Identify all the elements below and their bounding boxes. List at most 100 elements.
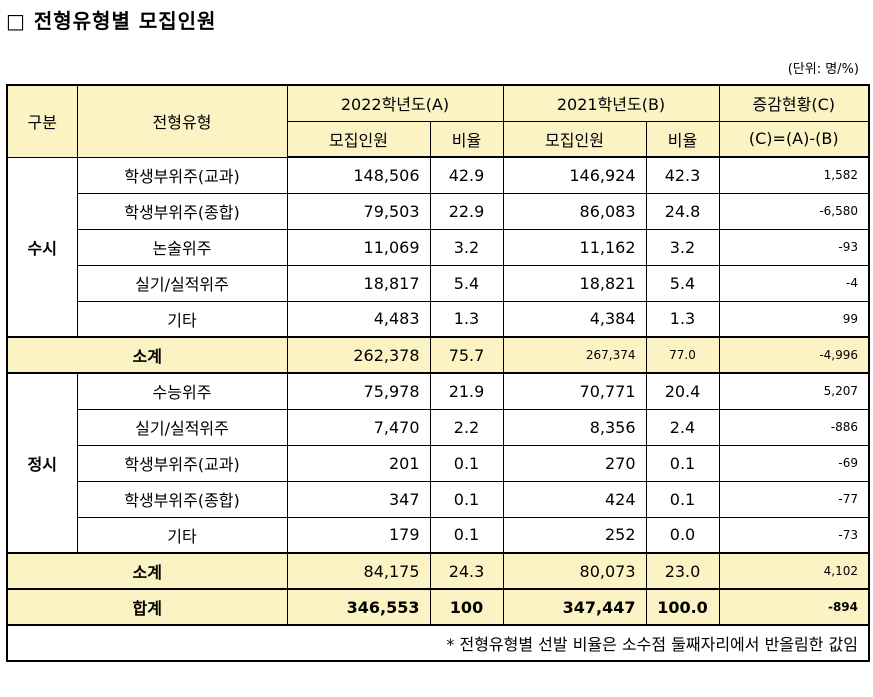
ratio-2022: 1.3 [429,300,504,338]
count-2021: 11,162 [502,228,647,266]
header-category: 구분 [6,84,78,158]
count-2021: 146,924 [502,156,647,194]
table-row: 학생부위주(교과) 201 0.1 270 0.1 -69 [7,444,870,482]
table-row: 논술위주 11,069 3.2 11,162 3.2 -93 [7,228,870,266]
table-row: 실기/실적위주 7,470 2.2 8,356 2.4 -886 [7,408,870,446]
type-cell: 학생부위주(종합) [76,192,288,230]
subtotal-ratio-2021: 23.0 [645,552,720,590]
category-susi: 수시 [6,156,78,338]
type-cell: 수능위주 [76,372,288,410]
type-cell: 학생부위주(종합) [76,480,288,518]
total-row: 합계 346,553 100 347,447 100.0 -894 [6,588,870,626]
type-cell: 학생부위주(교과) [76,444,288,482]
change-cell: -93 [718,228,870,266]
header-2021: 2021학년도(B) [502,84,720,122]
count-2022: 4,483 [286,300,431,338]
count-2021: 8,356 [502,408,647,446]
subtotal-change: -4,996 [718,336,870,374]
header-2022: 2022학년도(A) [286,84,504,122]
ratio-2022: 42.9 [429,156,504,194]
total-ratio-2022: 100 [429,588,504,626]
table-row: 기타 4,483 1.3 4,384 1.3 99 [7,300,870,338]
subtotal-label: 소계 [6,552,288,590]
subtotal-count-2021: 267,374 [502,336,647,374]
change-cell: -886 [718,408,870,446]
subtotal-row-jeongsi: 소계 84,175 24.3 80,073 23.0 4,102 [6,552,870,590]
count-2021: 424 [502,480,647,518]
subtotal-count-2022: 262,378 [286,336,431,374]
ratio-2021: 24.8 [645,192,720,230]
count-2022: 75,978 [286,372,431,410]
table-row: 기타 179 0.1 252 0.0 -73 [7,516,870,554]
ratio-2022: 0.1 [429,516,504,554]
subheader-ratio-2022: 비율 [429,120,504,158]
ratio-2021: 3.2 [645,228,720,266]
subheader-row: 모집인원 비율 모집인원 비율 (C)=(A)-(B) [7,120,870,158]
type-cell: 기타 [76,516,288,554]
change-cell: -69 [718,444,870,482]
count-2021: 70,771 [502,372,647,410]
count-2021: 252 [502,516,647,554]
change-cell: -4 [718,264,870,302]
subtotal-change: 4,102 [718,552,870,590]
header-row: 구분 전형유형 2022학년도(A) 2021학년도(B) 증감현황(C) [6,84,870,158]
ratio-2022: 5.4 [429,264,504,302]
page-title: □ 전형유형별 모집인원 [6,9,217,33]
change-cell: 5,207 [718,372,870,410]
table-row: 학생부위주(종합) 347 0.1 424 0.1 -77 [7,480,870,518]
type-cell: 학생부위주(교과) [76,156,288,194]
header-type: 전형유형 [76,84,288,158]
count-2022: 18,817 [286,264,431,302]
change-cell: 1,582 [718,156,870,194]
subtotal-ratio-2022: 75.7 [429,336,504,374]
header-change-formula: (C)=(A)-(B) [718,120,870,158]
count-2021: 86,083 [502,192,647,230]
total-label: 합계 [6,588,288,626]
ratio-2021: 0.1 [645,480,720,518]
header-change: 증감현황(C) [718,84,870,122]
count-2021: 270 [502,444,647,482]
table-row: 실기/실적위주 18,817 5.4 18,821 5.4 -4 [7,264,870,302]
footnote: * 전형유형별 선발 비율은 소수점 둘째자리에서 반올림한 값임 [6,624,870,662]
count-2022: 7,470 [286,408,431,446]
ratio-2021: 5.4 [645,264,720,302]
ratio-2021: 2.4 [645,408,720,446]
ratio-2022: 22.9 [429,192,504,230]
subtotal-row-susi: 소계 262,378 75.7 267,374 77.0 -4,996 [6,336,870,374]
count-2021: 18,821 [502,264,647,302]
total-count-2021: 347,447 [502,588,647,626]
type-cell: 실기/실적위주 [76,264,288,302]
recruitment-table: 구분 전형유형 2022학년도(A) 2021학년도(B) 증감현황(C) 모집… [6,84,870,662]
subtotal-label: 소계 [6,336,288,374]
table-row: 수시 학생부위주(교과) 148,506 42.9 146,924 42.3 1… [6,156,870,338]
count-2022: 11,069 [286,228,431,266]
category-jeongsi: 정시 [6,372,78,554]
subheader-ratio-2021: 비율 [645,120,720,158]
ratio-2021: 20.4 [645,372,720,410]
count-2022: 79,503 [286,192,431,230]
table-row: 학생부위주(종합) 79,503 22.9 86,083 24.8 -6,580 [7,192,870,230]
total-change: -894 [718,588,870,626]
subheader-count-2021: 모집인원 [502,120,647,158]
count-2022: 347 [286,480,431,518]
count-2022: 201 [286,444,431,482]
count-2022: 148,506 [286,156,431,194]
ratio-2021: 0.0 [645,516,720,554]
ratio-2021: 1.3 [645,300,720,338]
change-cell: -77 [718,480,870,518]
total-count-2022: 346,553 [286,588,431,626]
subtotal-count-2021: 80,073 [502,552,647,590]
type-cell: 기타 [76,300,288,338]
ratio-2022: 3.2 [429,228,504,266]
footnote-row: * 전형유형별 선발 비율은 소수점 둘째자리에서 반올림한 값임 [6,624,870,662]
ratio-2022: 0.1 [429,444,504,482]
count-2022: 179 [286,516,431,554]
table-row: 정시 수능위주 75,978 21.9 70,771 20.4 5,207 [6,372,870,554]
change-cell: 99 [718,300,870,338]
subtotal-ratio-2021: 77.0 [645,336,720,374]
ratio-2021: 42.3 [645,156,720,194]
subheader-count-2022: 모집인원 [286,120,431,158]
change-cell: -6,580 [718,192,870,230]
change-cell: -73 [718,516,870,554]
ratio-2021: 0.1 [645,444,720,482]
